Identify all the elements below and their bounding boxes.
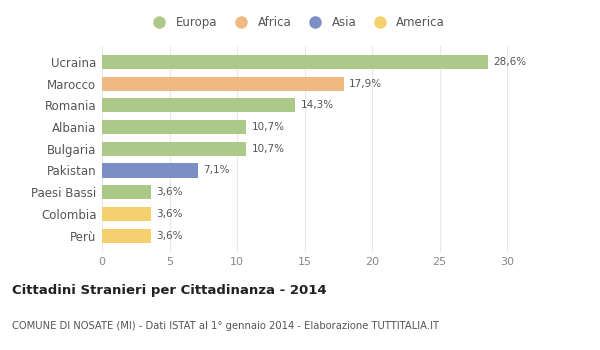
Text: 17,9%: 17,9% [349, 79, 382, 89]
Legend: Europa, Africa, Asia, America: Europa, Africa, Asia, America [148, 16, 445, 29]
Text: 28,6%: 28,6% [493, 57, 527, 67]
Bar [102, 163, 198, 177]
Text: 3,6%: 3,6% [156, 209, 182, 219]
Text: 10,7%: 10,7% [252, 144, 285, 154]
Text: COMUNE DI NOSATE (MI) - Dati ISTAT al 1° gennaio 2014 - Elaborazione TUTTITALIA.: COMUNE DI NOSATE (MI) - Dati ISTAT al 1°… [12, 321, 439, 331]
Bar [102, 185, 151, 199]
Bar [102, 98, 295, 112]
Bar [102, 120, 247, 134]
Text: 7,1%: 7,1% [203, 166, 230, 175]
Bar [102, 229, 151, 243]
Bar [102, 77, 344, 91]
Text: 3,6%: 3,6% [156, 231, 182, 240]
Bar [102, 55, 488, 69]
Bar [102, 142, 247, 156]
Text: 10,7%: 10,7% [252, 122, 285, 132]
Text: 3,6%: 3,6% [156, 187, 182, 197]
Bar [102, 207, 151, 221]
Text: Cittadini Stranieri per Cittadinanza - 2014: Cittadini Stranieri per Cittadinanza - 2… [12, 284, 326, 297]
Text: 14,3%: 14,3% [301, 100, 334, 110]
